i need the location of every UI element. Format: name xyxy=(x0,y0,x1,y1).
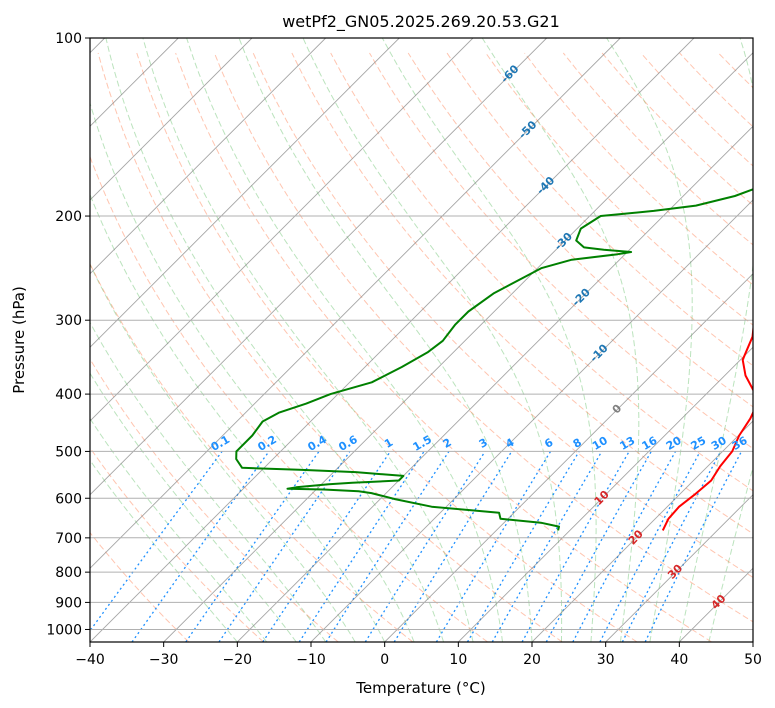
isotherm-line xyxy=(90,38,695,642)
dry-adiabat-line xyxy=(291,52,753,535)
x-tick-label: −20 xyxy=(223,652,253,668)
mixing-ratio-line xyxy=(325,451,450,642)
y-tick-label: 500 xyxy=(55,444,82,460)
x-tick-label: −30 xyxy=(149,652,179,668)
isotherm-line xyxy=(605,494,753,642)
mixing-ratio-line xyxy=(491,451,603,642)
dry-adiabat-line xyxy=(369,52,753,450)
moist-adiabat-line xyxy=(90,417,268,642)
y-tick-label: 100 xyxy=(55,31,82,47)
moist-adiabat-line xyxy=(105,38,445,642)
dry-adiabat-line xyxy=(330,52,753,492)
moist-adiabat-line xyxy=(678,38,753,642)
moist-adiabat-line xyxy=(238,38,533,642)
mixing-ratio-line xyxy=(621,451,722,642)
moist-adiabat-line xyxy=(90,193,386,642)
mixing-ratio-line xyxy=(599,451,701,642)
isotherm-line xyxy=(90,38,621,569)
mixing-ratio-line xyxy=(393,451,513,642)
x-tick-label: −40 xyxy=(75,652,105,668)
x-tick-label: 10 xyxy=(449,652,467,668)
y-tick-label: 300 xyxy=(55,313,82,329)
x-tick-label: 0 xyxy=(380,652,389,668)
x-tick-label: 20 xyxy=(523,652,541,668)
x-tick-label: 50 xyxy=(744,652,762,668)
x-axis: −40 −30 −20 −10 0 10 20 30 40 50 xyxy=(75,642,762,668)
profiles xyxy=(235,188,753,531)
isobars xyxy=(90,38,753,630)
isotherm-line xyxy=(90,38,253,201)
y-tick-label: 700 xyxy=(55,531,82,547)
moist-adiabat-line xyxy=(381,38,597,642)
dry-adiabat-line xyxy=(252,52,753,578)
dry-adiabat-line xyxy=(90,446,264,642)
isotherm-line xyxy=(531,420,753,642)
y-tick-label: 1000 xyxy=(46,622,82,638)
moist-adiabat-line xyxy=(90,372,297,642)
moist-adiabat-line xyxy=(481,38,640,642)
isotherm-line xyxy=(163,52,753,642)
isotherms xyxy=(90,38,753,642)
mixing-ratio-line xyxy=(466,451,580,642)
moist-adiabat-line xyxy=(302,38,563,642)
isotherm-line xyxy=(310,199,753,642)
dry-adiabat-line xyxy=(213,52,753,623)
dry-adiabat-line xyxy=(90,262,414,642)
y-tick-label: 200 xyxy=(55,209,82,225)
y-tick-label: 400 xyxy=(55,387,82,403)
mixing-ratio-line xyxy=(572,451,677,642)
mixing-ratio-line xyxy=(435,451,552,642)
plot-frame xyxy=(89,37,754,643)
isotherm-line xyxy=(90,38,474,422)
isotherm-line xyxy=(90,38,548,496)
isotherm-line xyxy=(457,346,753,642)
dry-adiabat-line xyxy=(90,531,190,642)
mixing-ratio-line xyxy=(545,451,652,642)
x-tick-label: 30 xyxy=(597,652,615,668)
dry-adiabat-line xyxy=(485,52,753,326)
y-tick-label: 600 xyxy=(55,491,82,507)
x-axis-title: Temperature (°C) xyxy=(355,679,485,697)
moist-adiabat-line xyxy=(606,38,693,642)
mixing-ratio-line xyxy=(298,451,425,642)
isotherm-line xyxy=(90,38,400,348)
isotherm-line xyxy=(90,38,327,275)
dry-adiabat-line xyxy=(97,52,563,642)
x-tick-label: 40 xyxy=(670,652,688,668)
mixing-ratio-line xyxy=(364,451,486,642)
mixing-ratio-line xyxy=(521,451,630,642)
isotherm-line xyxy=(236,125,753,642)
moist-adiabat-line xyxy=(142,38,474,642)
y-axis-title: Pressure (hPa) xyxy=(10,286,28,394)
y-tick-label: 800 xyxy=(55,565,82,581)
x-tick-label: −10 xyxy=(296,652,326,668)
y-axis: 100 200 300 400 500 600 700 800 900 1000 xyxy=(46,31,90,638)
temperature-profile-line xyxy=(661,322,753,531)
moist-adiabats xyxy=(90,38,753,642)
moist-adiabat-line xyxy=(90,459,238,642)
y-tick-label: 900 xyxy=(55,595,82,611)
dry-adiabat-line xyxy=(136,52,638,642)
dry-adiabat-line xyxy=(407,52,753,408)
moist-adiabat-line xyxy=(90,263,356,642)
dewpoint-profile-line xyxy=(235,188,753,531)
isotherm-line xyxy=(384,273,753,642)
mixing-ratio-line xyxy=(90,451,223,632)
chart-title: wetPf2_GN05.2025.269.20.53.G21 xyxy=(282,12,560,32)
